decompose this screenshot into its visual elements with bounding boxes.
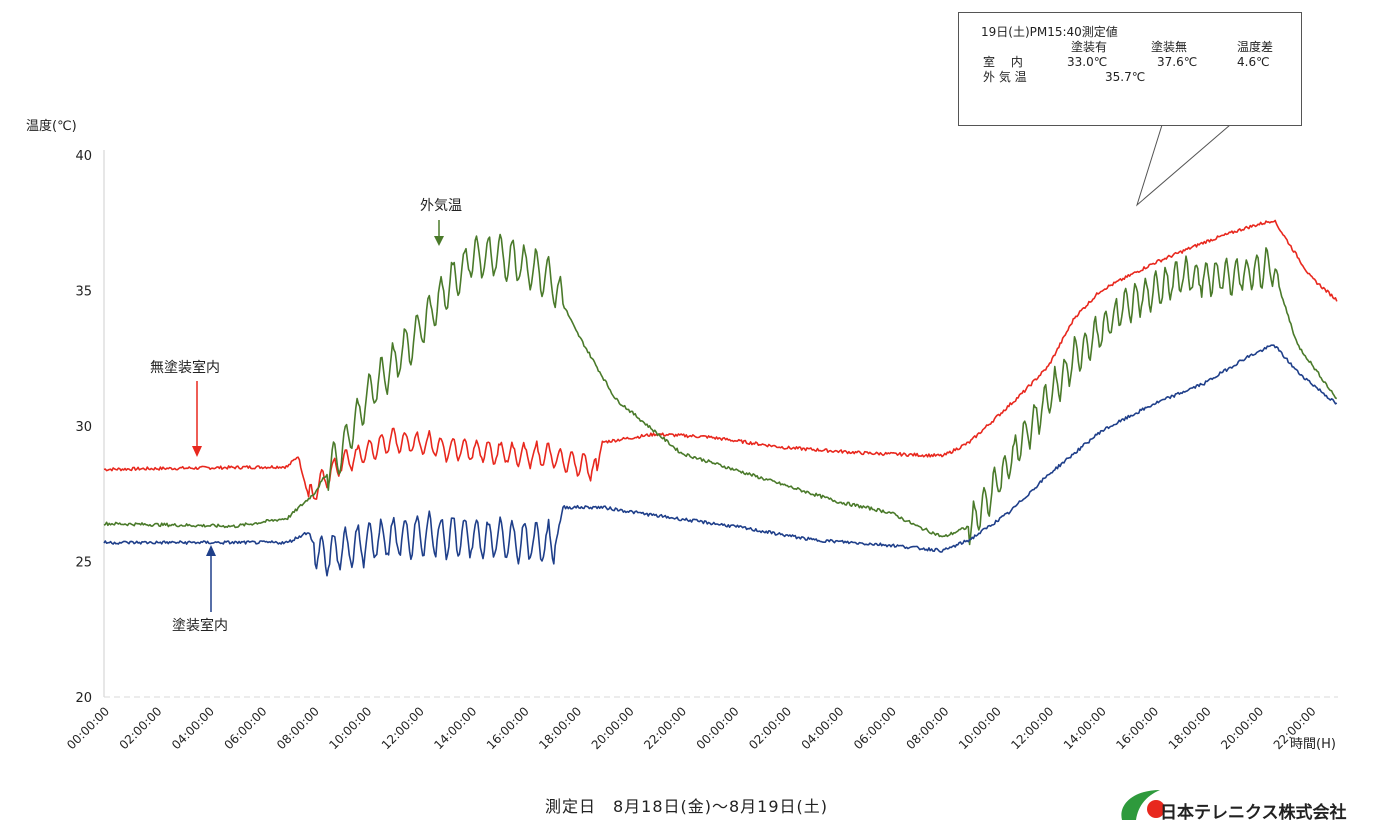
callout-title-row: 19日(土)PM15:40測定値 [981, 25, 1301, 40]
series-line-2 [103, 344, 1338, 577]
y-tick-labels: 20 25 30 35 40 [75, 149, 92, 706]
x-axis-title: 時間(H) [1290, 737, 1336, 752]
callout-col-coated: 塗装有 [1071, 40, 1108, 54]
callout-indoor-diff: 4.6℃ [1237, 55, 1270, 69]
x-tick-label: 14:00:00 [1061, 704, 1109, 752]
annotation-uncoated-arrowhead [192, 446, 202, 457]
x-tick-labels: 00:00:00 02:00:00 04:00:00 06:00:00 08:00:00… [64, 704, 1319, 752]
x-tick-label: 00:00:00 [694, 704, 742, 752]
callout-outdoor-label: 外 気 温 [983, 70, 1027, 84]
series-line-0 [103, 219, 1338, 500]
callout-outdoor-row: 外 気 温 35.7℃ [981, 70, 1301, 85]
x-tick-label: 04:00:00 [169, 704, 217, 752]
x-tick-label: 02:00:00 [117, 704, 165, 752]
annotation-outdoor-arrowhead [434, 236, 444, 246]
x-tick-label: 04:00:00 [799, 704, 847, 752]
y-tick-label: 25 [75, 556, 92, 571]
callout-outdoor-value: 35.7℃ [1105, 70, 1146, 84]
measurement-callout: 19日(土)PM15:40測定値 塗装有 塗装無 温度差 室 内 33.0℃ 3… [958, 12, 1302, 126]
x-tick-label: 16:00:00 [484, 704, 532, 752]
y-tick-label: 30 [75, 420, 92, 435]
callout-header-row: 塗装有 塗装無 温度差 [981, 40, 1301, 55]
series-layer [103, 219, 1338, 577]
y-tick-label: 35 [75, 285, 92, 300]
callout-col-uncoated: 塗装無 [1151, 40, 1188, 54]
company-name: 日本テレニクス株式会社 [1160, 803, 1347, 823]
company-logo: 日本テレニクス株式会社 [1112, 786, 1372, 823]
x-tick-label: 18:00:00 [536, 704, 584, 752]
measurement-date: 測定日 8月18日(金)～8月19日(土) [544, 797, 829, 816]
x-tick-label: 12:00:00 [1008, 704, 1056, 752]
x-tick-label: 12:00:00 [379, 704, 427, 752]
x-tick-label: 14:00:00 [431, 704, 479, 752]
x-tick-label: 10:00:00 [326, 704, 374, 752]
y-tick-label: 40 [75, 149, 92, 164]
callout-col-diff: 温度差 [1237, 40, 1274, 54]
x-tick-label: 08:00:00 [274, 704, 322, 752]
annotation-outdoor-label: 外気温 [420, 198, 462, 214]
x-tick-label: 16:00:00 [1113, 704, 1161, 752]
series-line-1 [103, 233, 1338, 546]
annotation-coated-label: 塗装室内 [172, 617, 228, 634]
callout-indoor-uncoated: 37.6℃ [1157, 55, 1198, 69]
x-tick-label: 08:00:00 [903, 704, 951, 752]
x-tick-label: 20:00:00 [589, 704, 637, 752]
x-tick-label: 10:00:00 [956, 704, 1004, 752]
x-tick-label: 00:00:00 [64, 704, 112, 752]
y-tick-label: 20 [75, 691, 92, 706]
x-tick-label: 18:00:00 [1166, 704, 1214, 752]
callout-indoor-coated: 33.0℃ [1067, 55, 1108, 69]
annotation-uncoated-label: 無塗装室内 [150, 359, 220, 376]
callout-pointer [1136, 124, 1232, 207]
callout-indoor-row: 室 内 33.0℃ 37.6℃ 4.6℃ [981, 55, 1301, 70]
x-tick-label: 02:00:00 [746, 704, 794, 752]
callout-title: 19日(土)PM15:40測定値 [981, 25, 1118, 39]
x-tick-label: 06:00:00 [221, 704, 269, 752]
annotation-coated-arrowhead [206, 545, 216, 556]
callout-indoor-label: 室 内 [983, 55, 1023, 69]
x-tick-label: 22:00:00 [641, 704, 689, 752]
y-axis-title: 温度(℃) [26, 118, 77, 134]
x-tick-label: 20:00:00 [1218, 704, 1266, 752]
company-logo-mark [1121, 790, 1165, 820]
x-tick-label: 06:00:00 [851, 704, 899, 752]
